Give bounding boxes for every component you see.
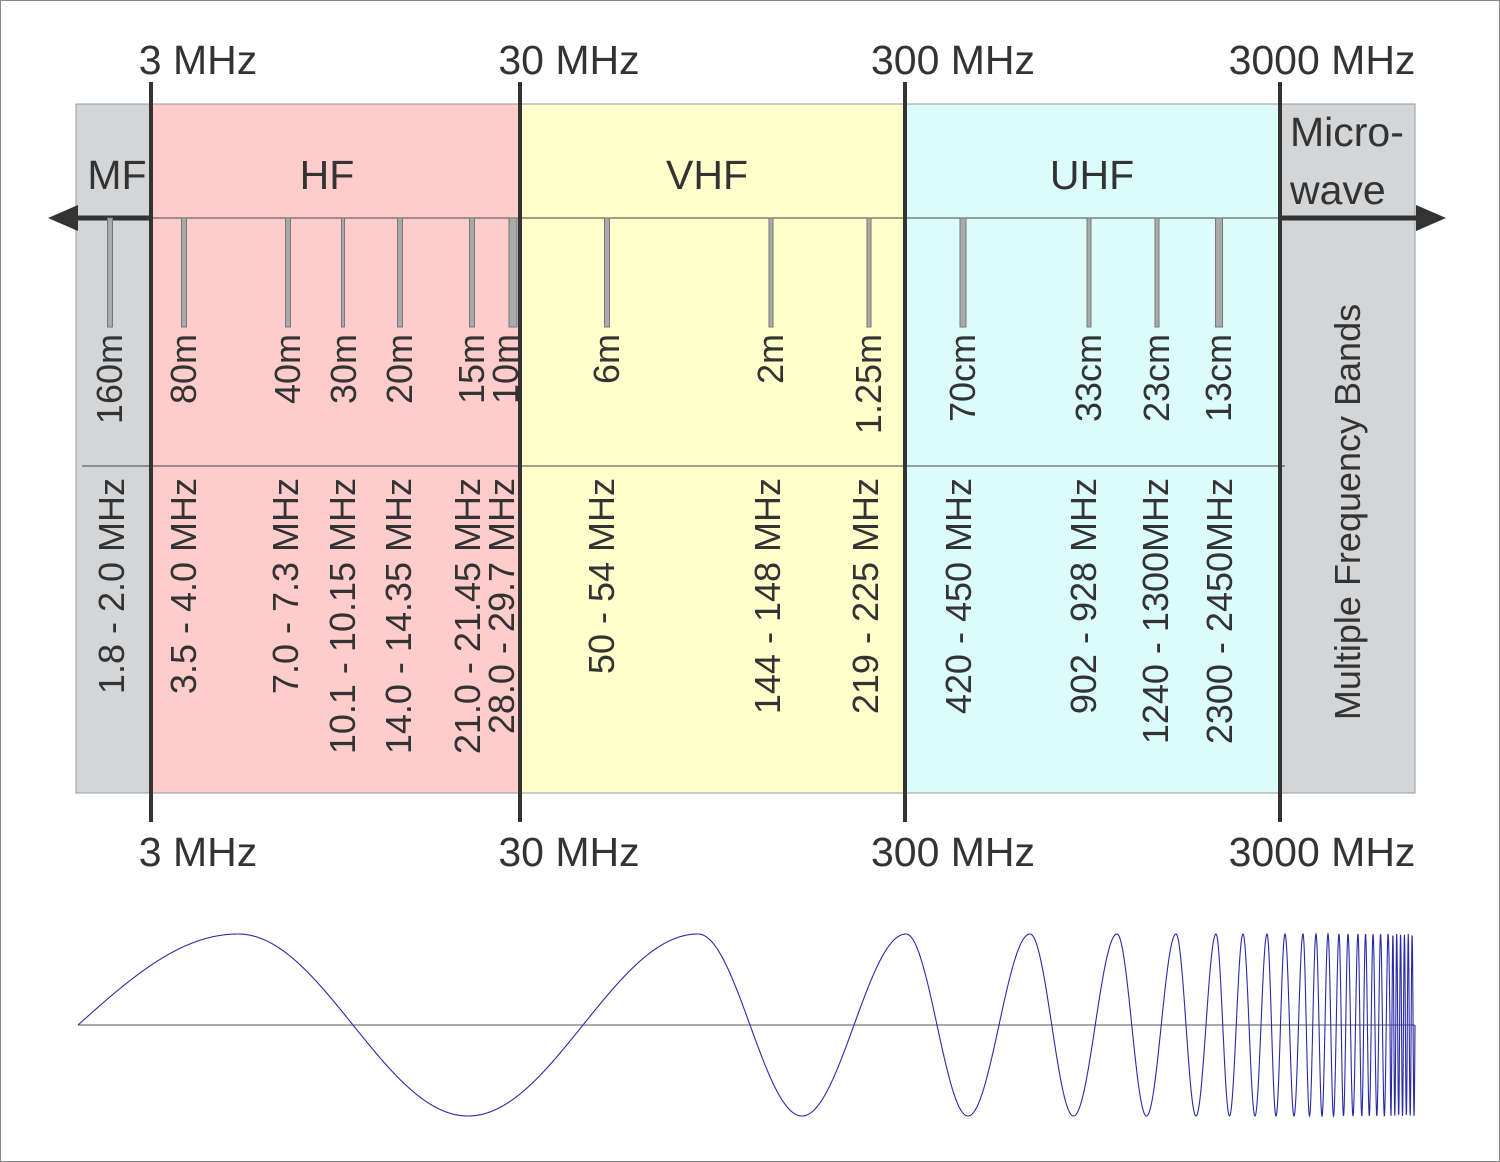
boundary-label-bottom: 3000 MHz [1229,829,1416,875]
band-tick [1086,217,1092,328]
frequency-label: 219 - 225 MHz [845,478,886,714]
band-tick [285,217,291,328]
frequency-label: 420 - 450 MHz [938,478,979,714]
band-tick [1154,217,1160,328]
band-tick [959,217,967,328]
wavelength-label: 40m [267,334,308,404]
frequency-label: 28.0 - 29.7 MHz [481,478,522,734]
frequency-label: 50 - 54 MHz [581,478,622,674]
band-tick [768,217,774,328]
boundary-label-bottom: 30 MHz [498,829,639,875]
arrow-right-icon [1416,205,1446,231]
frequency-label: 1240 - 1300MHz [1135,478,1176,744]
wavelength-label: 15m [451,334,492,404]
frequency-label: 7.0 - 7.3 MHz [265,478,306,694]
wavelength-label: 160m [89,334,130,424]
boundary-label-top: 30 MHz [498,37,639,83]
band-name: UHF [1050,152,1134,198]
band-name-microwave-line1: Micro- [1290,109,1404,155]
wavelength-label: 23cm [1136,334,1177,422]
arrow-left-icon [48,205,78,231]
wavelength-label: 13cm [1198,334,1239,422]
band-tick [604,217,610,328]
band-tick [181,217,187,328]
wavelength-label: 6m [586,334,627,384]
wavelength-label: 33cm [1068,334,1109,422]
wavelength-label: 80m [163,334,204,404]
boundary-label-bottom: 300 MHz [871,829,1035,875]
boundary-label-top: 3 MHz [139,37,257,83]
frequency-label: 2300 - 2450MHz [1199,478,1240,744]
band-tick [1215,217,1223,328]
band-region-1 [150,103,521,794]
frequency-label: 10.1 - 10.15 MHz [322,478,363,754]
boundary-label-top: 300 MHz [871,37,1035,83]
band-name-microwave-line2: wave [1289,167,1386,213]
frequency-label: 21.0 - 21.45 MHz [447,478,488,754]
frequency-label: 1.8 - 2.0 MHz [91,478,132,694]
band-tick [508,217,518,328]
band-tick [341,217,345,328]
frequency-label: 14.0 - 14.35 MHz [378,478,419,754]
wavelength-label: 10m [485,334,526,404]
frequency-label: 902 - 928 MHz [1063,478,1104,714]
microwave-note: Multiple Frequency Bands [1327,304,1368,720]
band-name: MF [87,152,146,198]
boundary-label-bottom: 3 MHz [139,829,257,875]
band-tick [866,217,872,328]
wavelength-label: 1.25m [848,334,889,434]
wavelength-label: 30m [323,334,364,404]
frequency-label: 144 - 148 MHz [747,478,788,714]
band-region-2 [519,103,906,794]
boundary-label-top: 3000 MHz [1229,37,1416,83]
wavelength-label: 2m [750,334,791,384]
band-name: VHF [666,152,748,198]
band-tick [469,217,475,328]
band-name: HF [300,152,355,198]
frequency-label: 3.5 - 4.0 MHz [163,478,204,694]
chirp-wave [77,932,1416,1119]
band-tick [397,217,403,328]
band-tick [107,217,113,328]
wavelength-label: 70cm [942,334,983,422]
wavelength-label: 20m [379,334,420,404]
